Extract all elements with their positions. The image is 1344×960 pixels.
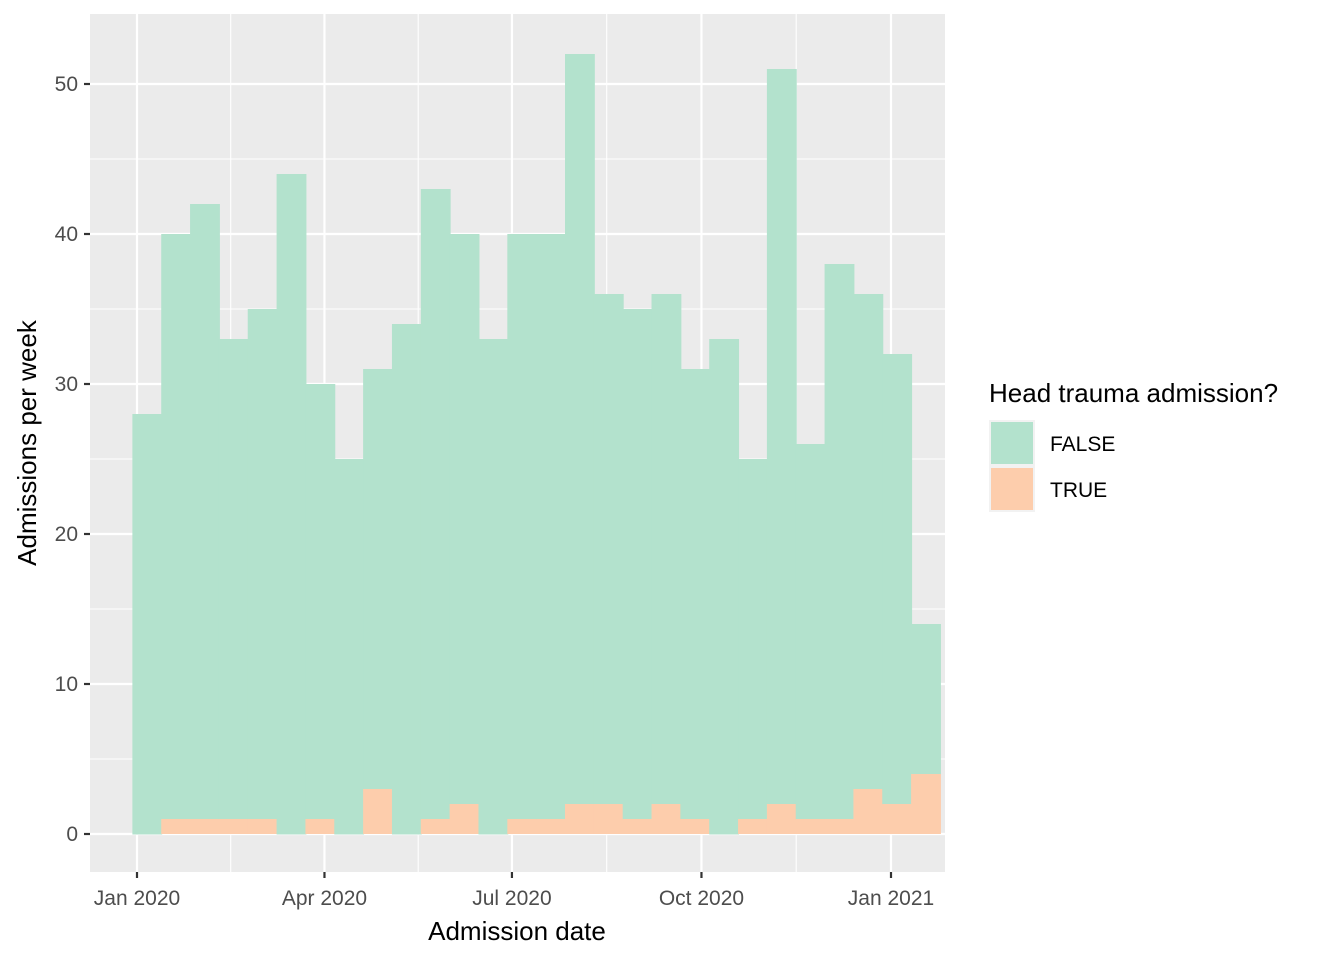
bar-false bbox=[305, 384, 336, 820]
bar-true bbox=[507, 819, 538, 834]
bar-false bbox=[478, 339, 509, 835]
y-tick-label: 40 bbox=[55, 223, 78, 246]
bar-false bbox=[709, 339, 740, 835]
bar-false bbox=[565, 54, 595, 805]
bar-true bbox=[161, 819, 192, 834]
bar-false bbox=[420, 189, 451, 820]
bar-false bbox=[391, 324, 422, 835]
bar-false bbox=[190, 204, 220, 820]
x-tick-label: Apr 2020 bbox=[282, 887, 367, 910]
bar-false bbox=[449, 234, 480, 805]
y-tick-label: 0 bbox=[66, 823, 78, 846]
bar-false bbox=[334, 459, 365, 835]
bar-false bbox=[911, 624, 941, 775]
bar-true bbox=[882, 804, 913, 834]
x-tick-label: Jan 2020 bbox=[94, 887, 180, 910]
y-axis: 0 10 20 30 40 50 bbox=[55, 73, 90, 846]
bar-false bbox=[651, 294, 682, 805]
legend: Head trauma admission? FALSE TRUE bbox=[989, 378, 1278, 512]
legend-swatch-true bbox=[991, 468, 1033, 510]
bar-true bbox=[853, 789, 884, 834]
x-axis: Jan 2020 Apr 2020 Jul 2020 Oct 2020 Jan 2021 bbox=[94, 872, 934, 910]
x-tick-label: Jan 2021 bbox=[848, 887, 934, 910]
bar-false bbox=[363, 369, 393, 790]
bar-true bbox=[766, 804, 797, 834]
bar-true bbox=[680, 819, 711, 834]
bar-true bbox=[190, 819, 220, 834]
bar-true bbox=[449, 804, 480, 834]
x-axis-title: Admission date bbox=[428, 916, 606, 946]
bar-true bbox=[795, 819, 826, 834]
legend-label-true: TRUE bbox=[1050, 479, 1107, 502]
bar-true bbox=[218, 819, 249, 834]
bar-false bbox=[218, 339, 249, 820]
bar-true bbox=[420, 819, 451, 834]
bar-true bbox=[622, 819, 653, 834]
bar-true bbox=[593, 804, 624, 834]
legend-label-false: FALSE bbox=[1050, 433, 1115, 456]
bar-false bbox=[507, 234, 538, 820]
bar-true bbox=[911, 774, 941, 834]
bar-false bbox=[738, 459, 768, 820]
bars bbox=[132, 54, 941, 835]
legend-swatch-false bbox=[991, 422, 1033, 464]
bar-false bbox=[622, 309, 653, 820]
bar-false bbox=[766, 69, 797, 805]
bar-false bbox=[824, 264, 855, 820]
y-tick-label: 10 bbox=[55, 673, 78, 696]
x-tick-label: Jul 2020 bbox=[472, 887, 551, 910]
bar-true bbox=[565, 804, 595, 834]
y-tick-label: 30 bbox=[55, 373, 78, 396]
bar-false bbox=[132, 414, 163, 835]
y-tick-label: 50 bbox=[55, 73, 78, 96]
bar-true bbox=[247, 819, 278, 834]
bar-true bbox=[363, 789, 393, 834]
y-tick-label: 20 bbox=[55, 523, 78, 546]
y-axis-title: Admissions per week bbox=[12, 319, 42, 566]
bar-true bbox=[651, 804, 682, 834]
bar-true bbox=[824, 819, 855, 834]
bar-false bbox=[276, 174, 307, 835]
bar-false bbox=[853, 294, 884, 790]
bar-true bbox=[738, 819, 768, 834]
bar-true bbox=[536, 819, 567, 834]
bar-false bbox=[161, 234, 192, 820]
legend-title: Head trauma admission? bbox=[989, 378, 1278, 408]
bar-false bbox=[680, 369, 711, 820]
bar-true bbox=[305, 819, 336, 834]
x-tick-label: Oct 2020 bbox=[659, 887, 744, 910]
bar-false bbox=[795, 444, 826, 820]
bar-false bbox=[247, 309, 278, 820]
bar-false bbox=[536, 234, 567, 820]
bar-false bbox=[882, 354, 913, 805]
bar-false bbox=[593, 294, 624, 805]
